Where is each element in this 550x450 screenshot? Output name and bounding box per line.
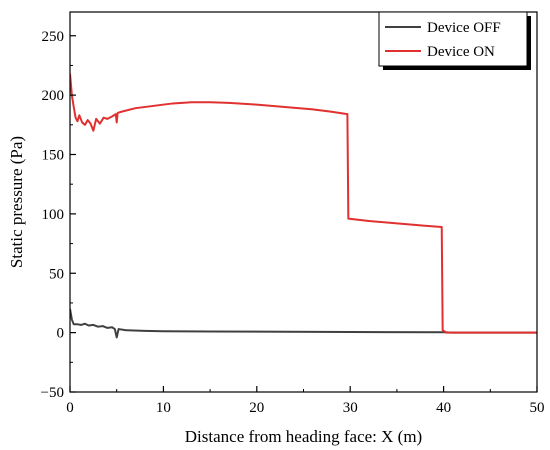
x-axis-title: Distance from heading face: X (m) bbox=[185, 427, 422, 446]
x-tick-label: 10 bbox=[156, 400, 171, 416]
x-tick-label: 50 bbox=[530, 400, 545, 416]
legend: Device OFF Device ON bbox=[378, 11, 531, 70]
y-axis-title: Static pressure (Pa) bbox=[7, 136, 26, 268]
series-line-2 bbox=[70, 73, 537, 334]
y-tick-label: 150 bbox=[42, 148, 65, 164]
series-line-1 bbox=[70, 308, 537, 339]
x-tick-label: 20 bbox=[249, 400, 264, 416]
y-tick-label: −50 bbox=[41, 385, 64, 401]
y-tick-label: 0 bbox=[57, 326, 65, 342]
y-tick-label: 50 bbox=[49, 266, 64, 282]
series-layer bbox=[70, 73, 537, 339]
x-tick-label: 30 bbox=[343, 400, 358, 416]
y-tick-label: 250 bbox=[42, 29, 65, 45]
x-tick-label: 40 bbox=[436, 400, 451, 416]
legend-box bbox=[378, 11, 528, 67]
y-tick-label: 200 bbox=[42, 88, 65, 104]
legend-label-1: Device OFF bbox=[427, 20, 501, 36]
x-tick-label: 0 bbox=[66, 400, 74, 416]
y-tick-label: 100 bbox=[42, 207, 65, 223]
legend-label-2: Device ON bbox=[427, 44, 495, 60]
